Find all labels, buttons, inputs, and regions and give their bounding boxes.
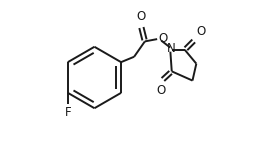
Text: N: N [167,42,175,55]
Text: O: O [158,32,168,45]
Text: O: O [196,24,205,38]
Text: F: F [64,106,71,119]
Text: O: O [156,84,166,97]
Text: O: O [136,10,146,23]
